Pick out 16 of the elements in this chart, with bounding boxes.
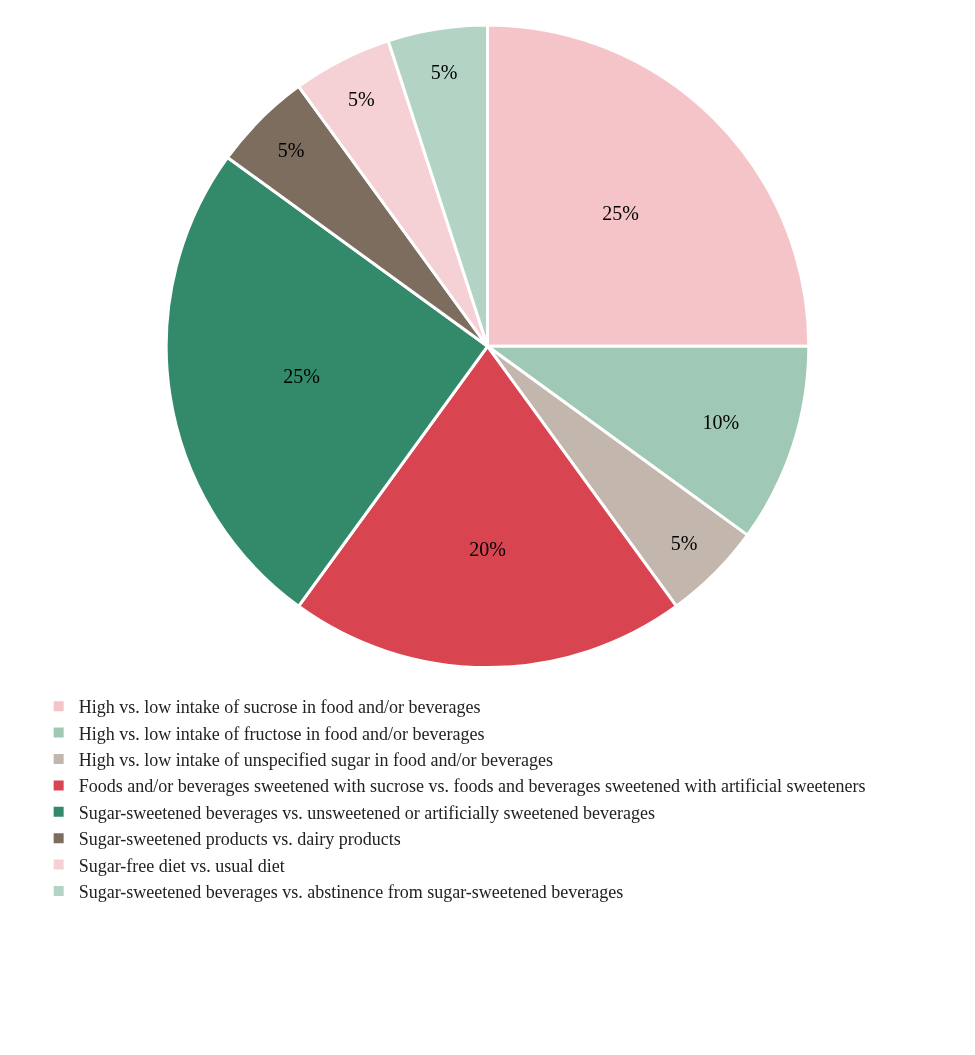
data-label: 10% xyxy=(702,411,740,434)
legend-label: Sugar-free diet vs. usual diet xyxy=(78,855,285,876)
legend-label: Sugar-sweetened beverages vs. unsweetened or artificially sweetened beverages xyxy=(78,802,656,823)
data-label: 5% xyxy=(430,60,458,83)
data-label: 5% xyxy=(277,138,305,161)
legend-label: High vs. low intake of sucrose in food and/or beverages xyxy=(78,697,481,718)
legend-label: High vs. low intake of fructose in food and/or beverages xyxy=(78,723,485,744)
data-label: 25% xyxy=(283,364,320,387)
legend-label: Sugar-sweetened beverages vs. abstinence from sugar-sweetened beverages xyxy=(78,882,624,903)
legend-label: High vs. low intake of unspecified sugar in food and/or beverages xyxy=(78,750,554,771)
legend-label: Sugar-sweetened products vs. dairy products xyxy=(78,829,401,850)
data-label: 5% xyxy=(348,87,375,110)
data-label: 20% xyxy=(469,537,506,560)
data-label: 25% xyxy=(602,202,639,225)
legend-label: Foods and/or beverages sweetened with sucrose vs. foods and beverages sweetened with artificial sweeteners xyxy=(78,776,866,797)
data-label: 5% xyxy=(670,531,698,554)
